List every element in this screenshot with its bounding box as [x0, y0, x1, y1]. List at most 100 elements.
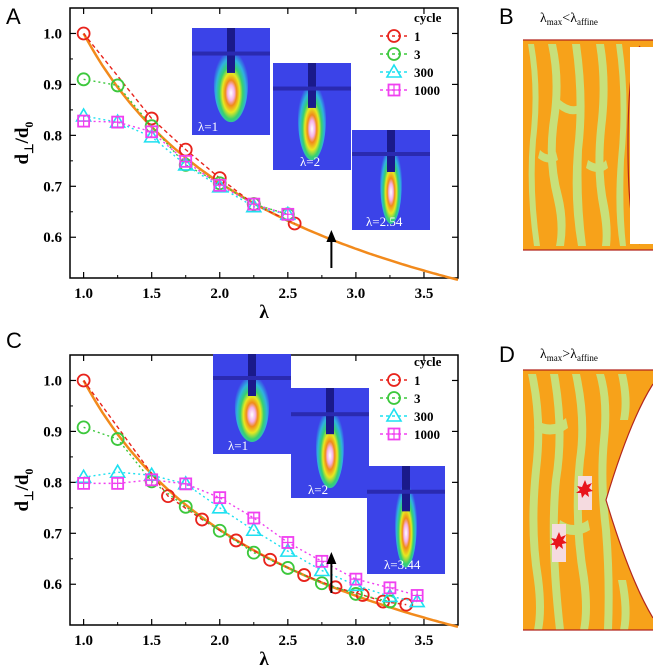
x-tick-label: 1.5: [142, 286, 161, 302]
x-axis-title: λ: [259, 302, 269, 323]
legend: cycle 1 3 300 1000: [380, 354, 442, 442]
y-tick-label: 0.7: [43, 179, 62, 195]
detector-gap: [273, 86, 351, 91]
data-point-cross-1000: [112, 477, 124, 489]
y-axis-title-part: ⊥: [22, 143, 36, 153]
panel-letter-d: D: [499, 342, 515, 367]
damage-mark-upper: [576, 480, 593, 498]
chart-a: 1.0 1.5 2.0 2.5 3.0 3.5 0.6 0.7 0.8 0.9 1.0 λ d⊥/d0 λ…: [12, 7, 459, 323]
data-point-1: [229, 533, 243, 548]
data-point-300: [245, 521, 263, 537]
saxs-inset: λ=2.54: [352, 130, 430, 230]
schematic-b-domains: [528, 44, 627, 246]
y-axis-title-part: /d: [12, 474, 33, 491]
data-point-1: [76, 373, 91, 388]
x-tick-label: 1.5: [142, 633, 161, 649]
schematic-b: λmax<λaffine: [523, 11, 653, 251]
data-point-cross-1000: [146, 474, 158, 486]
legend-marker-3: [387, 391, 401, 405]
data-point-3: [348, 587, 363, 601]
x-tick-label: 3.5: [415, 286, 434, 302]
schematic-d-title: λmax>λaffine: [540, 347, 598, 363]
schematic-b-right-cut: [630, 47, 653, 244]
legend-label-3: 3: [414, 391, 421, 406]
data-point-300: [109, 463, 127, 478]
data-point-1: [161, 489, 175, 504]
saxs-pattern: [297, 76, 327, 161]
chart-c: 1.0 1.5 2.0 2.5 3.0 3.5 0.6 0.7 0.8 0.9 1.0 λ d⊥/d0 λ…: [12, 354, 459, 670]
data-point-cross-1000: [248, 512, 260, 524]
data-point-3: [76, 420, 91, 435]
y-tick-label: 0.6: [43, 577, 62, 593]
data-point-300: [279, 542, 297, 557]
data-point-300: [381, 587, 399, 603]
x-tick-label: 3.5: [415, 633, 434, 649]
data-point-300: [313, 561, 331, 577]
data-point-cross-1000: [282, 208, 294, 220]
data-point-300: [211, 499, 229, 514]
schematic-d-outline: [523, 369, 653, 631]
x-tick-label: 1.0: [74, 286, 93, 302]
data-point-300: [143, 128, 161, 143]
legend-label-1: 1: [414, 373, 421, 388]
detector-gap: [352, 152, 430, 156]
data-point-1: [263, 552, 278, 567]
data-point-cross-1000: [316, 555, 328, 567]
legend-marker-cross-1000: [388, 428, 400, 440]
legend-label-1000: 1000: [414, 83, 440, 98]
detector-gap: [213, 376, 291, 380]
data-point-1: [399, 597, 414, 612]
y-tick-label: 0.7: [43, 526, 62, 542]
y-axis-title: d⊥/d0: [12, 122, 36, 165]
data-point-300: [245, 198, 263, 213]
data-point-cross-1000: [78, 115, 90, 127]
beamstop-arm: [248, 354, 256, 396]
y-tick-label: 1.0: [43, 373, 62, 389]
saxs-inset-label: λ=1: [198, 119, 218, 134]
x-tick-label: 3.0: [347, 286, 366, 302]
saxs-inset: λ=1: [192, 28, 270, 135]
affine-fit-curve: [82, 379, 459, 629]
beamstop-arm: [227, 28, 235, 73]
y-tick-label: 1.0: [43, 26, 62, 42]
series-line-1000: [83, 479, 418, 597]
legend-label-300: 300: [414, 65, 434, 80]
data-point-300: [177, 156, 195, 171]
saxs-inset: λ=3.44: [367, 466, 445, 574]
data-point-3: [110, 432, 125, 446]
legend-marker-1: [387, 29, 401, 43]
beamstop-arm: [308, 63, 316, 108]
saxs-pattern: [380, 140, 402, 224]
data-point-cross-1000: [78, 477, 90, 489]
data-point-3: [178, 499, 193, 514]
y-axis-title-part: 0: [22, 122, 36, 128]
legend-label-300: 300: [414, 409, 434, 424]
beamstop-arm: [326, 388, 334, 435]
beamstop-arm: [402, 466, 410, 512]
series-line-1: [83, 33, 295, 225]
x-tick-label: 1.0: [74, 633, 93, 649]
x-axis-title: λ: [259, 649, 269, 670]
y-axis-title: d⊥/d0: [12, 469, 36, 512]
y-axis-title-part: 0: [22, 469, 36, 475]
x-tick-label: 2.5: [278, 633, 297, 649]
data-point-1: [297, 568, 312, 582]
data-point-cross-1000: [350, 573, 362, 585]
legend-title: cycle: [414, 354, 442, 369]
legend-label-1000: 1000: [414, 427, 440, 442]
x-tick-label: 2.5: [278, 286, 297, 302]
saxs-inset: λ=1: [213, 354, 291, 454]
data-point-cross-1000: [146, 126, 158, 138]
data-point-cross-1000: [248, 198, 260, 210]
y-axis-title-part: ⊥: [22, 490, 36, 500]
legend-marker-300: [385, 407, 403, 422]
saxs-pattern: [234, 370, 270, 442]
y-tick-label: 0.8: [43, 128, 62, 144]
data-point-1: [328, 580, 343, 595]
y-tick-label: 0.9: [43, 77, 62, 93]
legend-label-1: 1: [414, 29, 421, 44]
data-point-cross-1000: [112, 116, 124, 128]
data-point-3: [314, 576, 329, 591]
data-point-3: [212, 523, 227, 538]
